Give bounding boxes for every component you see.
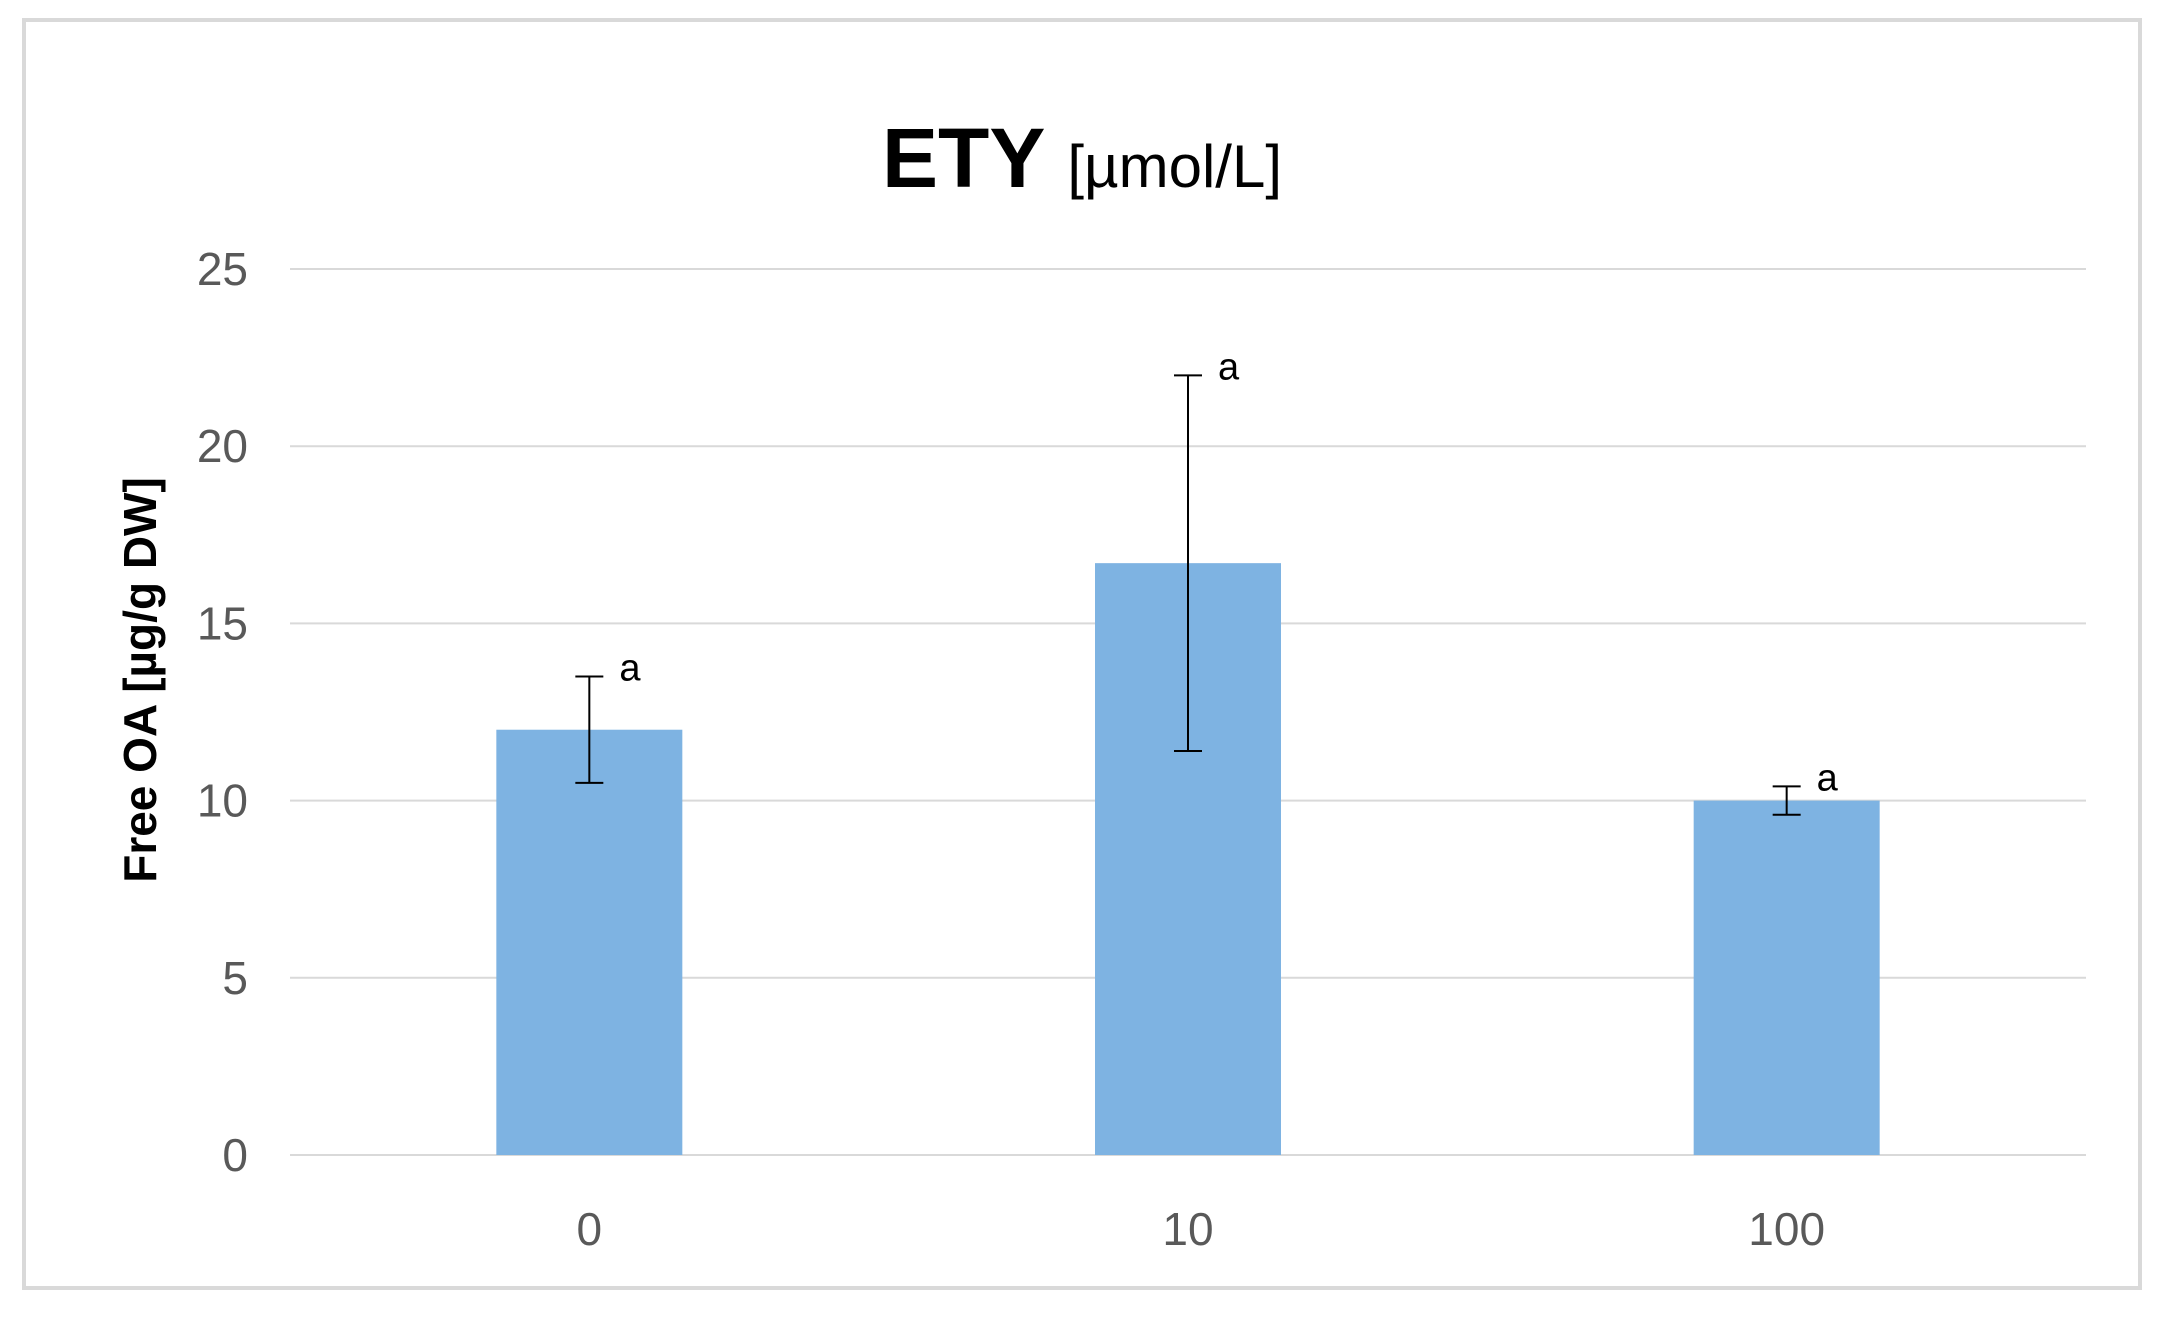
x-tick-label: 100: [1748, 1203, 1825, 1255]
y-tick-label: 0: [222, 1129, 248, 1181]
x-tick-label: 0: [577, 1203, 603, 1255]
error-bars: [575, 374, 1801, 816]
x-tick-labels: 0 10 100: [577, 1203, 1826, 1255]
bar-chart: ETY [µmol/L] Free OA [µg/g DW] 0 5 10 15 20 25…: [114, 111, 2086, 1255]
y-tick-label: 5: [222, 952, 248, 1004]
chart-title-unit: [µmol/L]: [1067, 133, 1282, 200]
error-bar-0: [575, 675, 604, 784]
bar-0: [496, 729, 683, 1155]
y-tick-labels: 0 5 10 15 20 25: [197, 243, 248, 1181]
y-tick-label: 25: [197, 243, 248, 295]
y-axis-label: Free OA [µg/g DW]: [114, 477, 166, 883]
chart-title: ETY [µmol/L]: [882, 111, 1282, 205]
significance-label: a: [1817, 757, 1839, 799]
chart-frame: ETY [µmol/L] Free OA [µg/g DW] 0 5 10 15 20 25…: [22, 18, 2142, 1290]
bar-100: [1693, 800, 1880, 1155]
y-tick-label: 20: [197, 420, 248, 472]
y-tick-label: 15: [197, 597, 248, 649]
error-bar-10: [1174, 374, 1202, 752]
significance-label: a: [619, 648, 641, 690]
significance-label: a: [1218, 346, 1240, 388]
y-tick-label: 10: [197, 775, 248, 827]
x-tick-label: 10: [1162, 1203, 1213, 1255]
error-bar-100: [1772, 785, 1801, 816]
chart-title-main: ETY: [882, 111, 1045, 205]
significance-annotations: a a a: [619, 346, 1838, 799]
